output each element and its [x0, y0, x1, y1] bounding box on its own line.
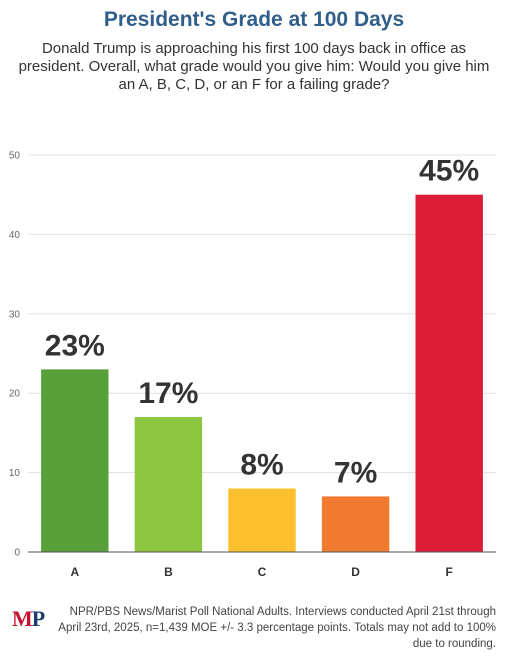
bar-f [415, 194, 483, 552]
data-labels: 23% 17% 8% 7% 45% [45, 155, 479, 490]
y-tick-label: 0 [14, 548, 20, 559]
bars [41, 194, 483, 552]
source-note: NPR/PBS News/Marist Poll National Adults… [58, 606, 496, 650]
y-tick-label: 30 [9, 309, 21, 320]
data-label-b: 17% [138, 377, 198, 410]
chart-subtitle: Donald Trump is approaching his first 10… [18, 40, 490, 93]
data-label-c: 8% [240, 448, 283, 481]
data-label-d: 7% [334, 456, 377, 489]
x-tick-label-a: A [70, 565, 79, 579]
data-label-a: 23% [45, 329, 105, 362]
bar-c [228, 488, 296, 552]
y-tick-label: 10 [9, 468, 21, 479]
y-tick-label: 20 [9, 389, 21, 400]
x-tick-label-c: C [258, 565, 267, 579]
logo-letter-p: P [31, 606, 45, 631]
marist-poll-logo: MP [12, 606, 45, 632]
bar-b [134, 417, 203, 552]
x-tick-label-d: D [351, 565, 360, 579]
y-tick-labels: 0 10 20 30 40 50 [9, 151, 21, 559]
bar-a [41, 369, 109, 552]
logo-letter-m: M [12, 606, 33, 631]
y-tick-label: 40 [9, 230, 21, 241]
data-label-f: 45% [419, 155, 479, 188]
x-tick-label-b: B [164, 565, 173, 579]
y-tick-label: 50 [9, 151, 21, 162]
bar-d [321, 496, 390, 552]
bar-chart: 0 10 20 30 40 50 23% 17% 8% 7% 45% A B C D F [9, 151, 496, 579]
x-tick-label-f: F [446, 565, 453, 579]
chart-title: President's Grade at 100 Days [103, 8, 405, 31]
